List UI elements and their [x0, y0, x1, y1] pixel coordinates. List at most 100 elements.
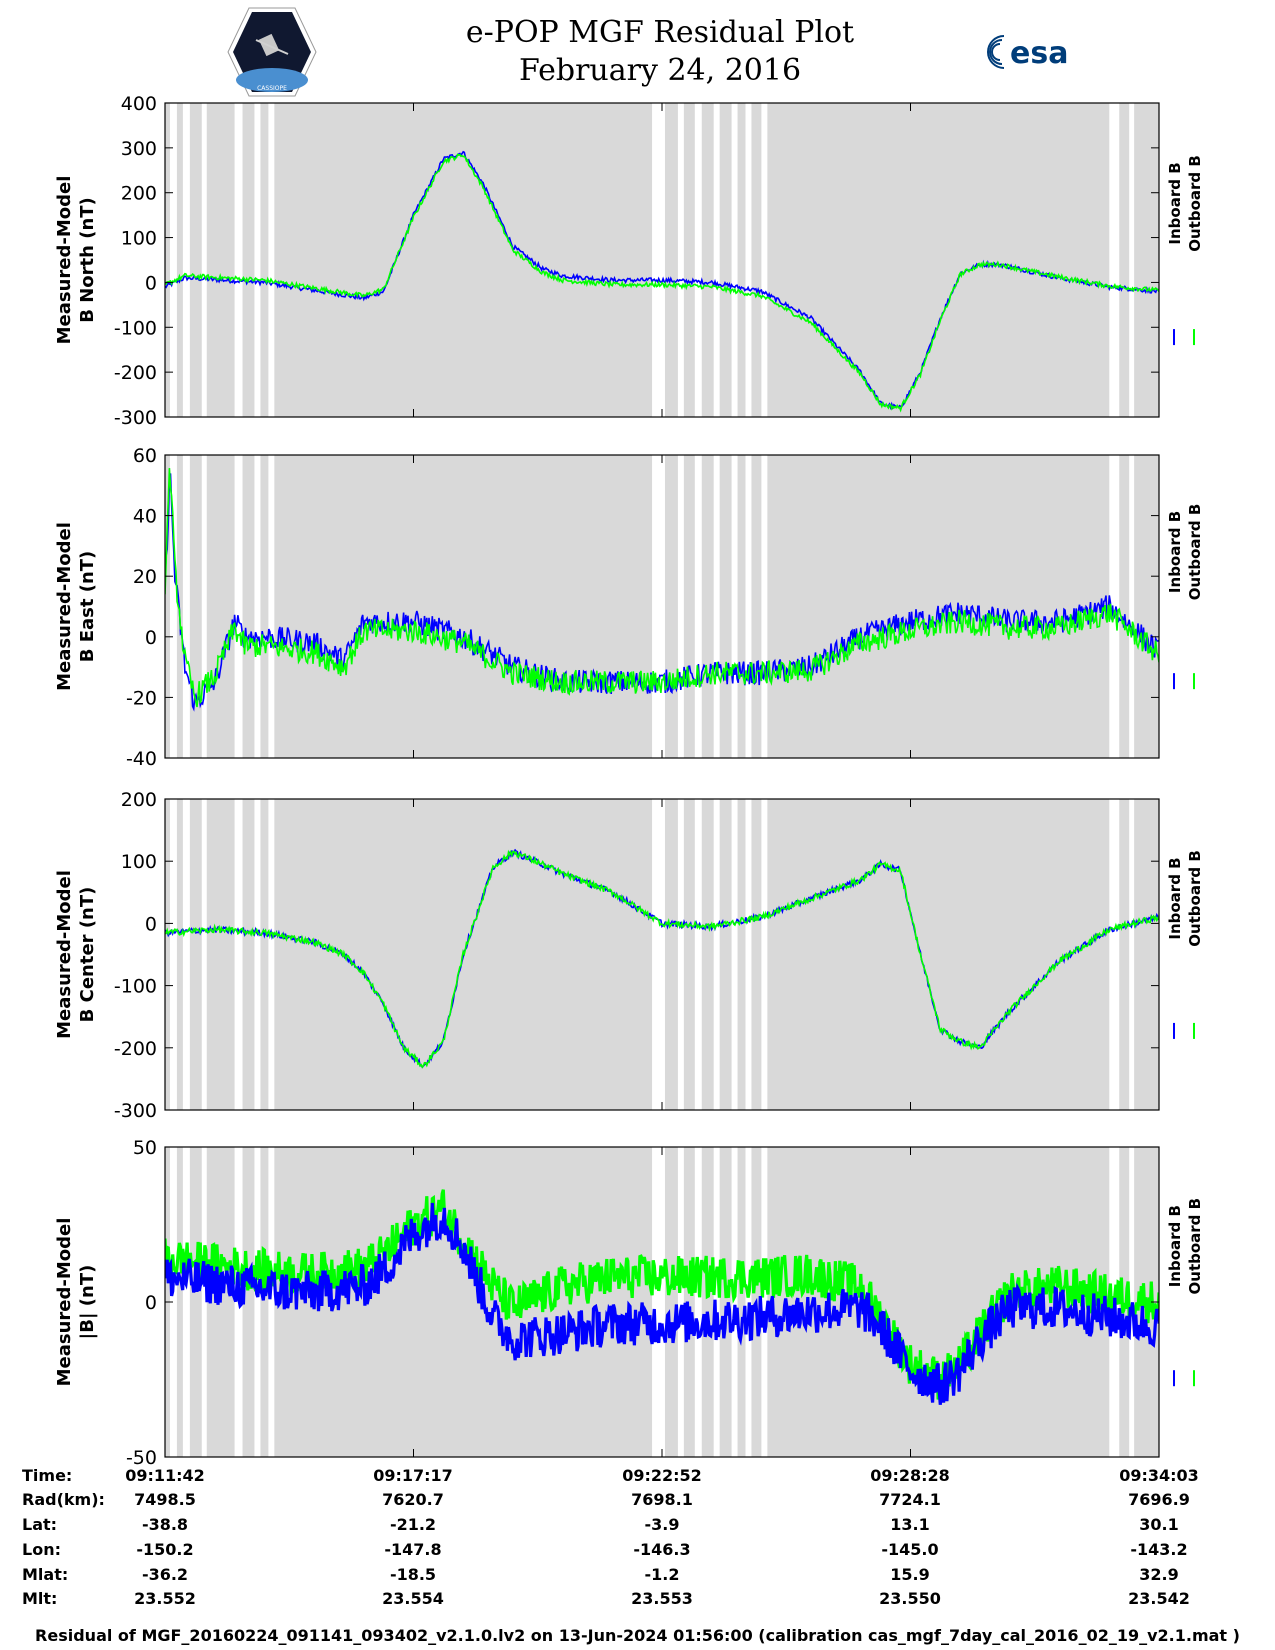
title-line-1: e-POP MGF Residual Plot — [465, 15, 855, 50]
y-tick-label: 0 — [145, 627, 157, 649]
legend-label-inboard: Inboard B — [1166, 511, 1184, 593]
info-rad-4: 7724.1 — [879, 1490, 941, 1509]
y-tick-label: -300 — [114, 1100, 157, 1122]
legend-label-inboard: Inboard B — [1166, 162, 1184, 244]
data-gap-stripe — [745, 455, 752, 758]
info-time-1: 09:11:42 — [125, 1466, 205, 1485]
info-label-rad: Rad(km): — [22, 1490, 105, 1509]
legend: Inboard B Outboard B — [1166, 504, 1204, 690]
data-gap-stripe — [745, 103, 752, 417]
data-gap-stripe — [182, 455, 190, 758]
y-tick-label: -100 — [114, 976, 157, 998]
y-axis-label-line2: |B| (nT) — [77, 1265, 98, 1340]
y-tick-label: -20 — [126, 687, 157, 709]
data-gap-stripe — [1129, 799, 1135, 1110]
info-label-mlt: Mlt: — [22, 1589, 58, 1608]
panel-2: 60 40 20 0 -20 -40 Measured-Model B East (nT) In… — [54, 445, 1204, 770]
data-gap-stripe — [731, 1147, 738, 1457]
y-tick-label: 0 — [145, 913, 157, 935]
info-lat-3: -3.9 — [644, 1515, 680, 1534]
y-tick-label: 200 — [121, 789, 157, 811]
legend-label-outboard: Outboard B — [1186, 850, 1204, 947]
data-gap-stripe — [652, 799, 665, 1110]
data-gap-stripe — [201, 799, 207, 1110]
info-row-mlt: Mlt: 23.552 23.554 23.553 23.550 23.542 — [0, 1589, 1275, 1613]
data-gap-stripe — [268, 1147, 275, 1457]
data-gap-stripe — [713, 103, 720, 417]
data-gap-stripe — [169, 455, 177, 758]
data-gap-stripe — [268, 799, 275, 1110]
data-gap-stripe — [1109, 103, 1120, 417]
data-gap-stripe — [182, 799, 190, 1110]
info-label-lon: Lon: — [22, 1540, 61, 1559]
y-tick-label: 0 — [145, 1292, 157, 1314]
info-row-rad: Rad(km): 7498.5 7620.7 7698.1 7724.1 769… — [0, 1490, 1275, 1514]
data-gap-stripe — [694, 103, 702, 417]
y-tick-label: 200 — [121, 183, 157, 205]
series-line-outboard — [165, 153, 1159, 413]
y-tick-label: 300 — [121, 138, 157, 160]
esa-logo-text: esa — [1010, 36, 1068, 71]
info-mlat-5: 32.9 — [1139, 1565, 1179, 1584]
data-gap-stripe — [731, 455, 738, 758]
data-gap-stripe — [677, 455, 684, 758]
info-mlt-2: 23.554 — [382, 1589, 444, 1608]
info-rad-5: 7696.9 — [1128, 1490, 1190, 1509]
info-lon-4: -145.0 — [881, 1540, 939, 1559]
y-axis-label-line1: Measured-Model — [54, 522, 75, 691]
cassiope-logo-text: CASSIOPE — [257, 85, 287, 92]
info-row-lat: Lat: -38.8 -21.2 -3.9 13.1 30.1 — [0, 1515, 1275, 1539]
y-tick-label: -200 — [114, 1038, 157, 1060]
chart-title: e-POP MGF Residual Plot February 24, 201… — [380, 14, 940, 90]
data-gap-stripe — [254, 1147, 261, 1457]
data-gap-stripe — [201, 103, 207, 417]
y-tick-label: -300 — [114, 407, 157, 429]
data-gap-stripe — [1109, 799, 1120, 1110]
series-line-inboard — [165, 1202, 1159, 1405]
data-gap-stripe — [1129, 1147, 1135, 1457]
data-gap-stripe — [169, 103, 177, 417]
data-gap-stripe — [652, 455, 665, 758]
series-line-outboard — [165, 468, 1159, 708]
esa-logo: esa — [987, 35, 1068, 71]
info-mlat-2: -18.5 — [389, 1565, 437, 1584]
y-tick-label: 100 — [121, 228, 157, 250]
title-line-2: February 24, 2016 — [518, 53, 802, 88]
y-axis-label-line1: Measured-Model — [54, 1218, 75, 1387]
data-gap-stripe — [254, 799, 261, 1110]
panel-4: 50 0 -50 Measured-Model |B| (nT) Inboard B Out… — [54, 1137, 1204, 1466]
info-time-4: 09:28:28 — [870, 1466, 950, 1485]
info-time-3: 09:22:52 — [622, 1466, 702, 1485]
data-gap-stripe — [677, 799, 684, 1110]
data-gap-stripe — [761, 1147, 768, 1457]
data-gap-stripe — [234, 103, 243, 417]
data-gap-stripe — [254, 455, 261, 758]
info-label-mlat: Mlat: — [22, 1565, 69, 1584]
data-gap-stripe — [254, 103, 261, 417]
legend: Inboard B Outboard B — [1166, 850, 1204, 1039]
data-gap-stripe — [268, 455, 275, 758]
data-gap-stripe — [169, 799, 177, 1110]
y-tick-label: -50 — [126, 1447, 157, 1466]
y-tick-label: -40 — [126, 748, 157, 770]
y-tick-label: 100 — [121, 851, 157, 873]
series-line-outboard — [165, 849, 1159, 1069]
data-gap-stripe — [234, 799, 243, 1110]
info-row-lon: Lon: -150.2 -147.8 -146.3 -145.0 -143.2 — [0, 1540, 1275, 1564]
data-gap-stripe — [169, 1147, 177, 1457]
info-time-2: 09:17:17 — [373, 1466, 453, 1485]
info-lat-1: -38.8 — [141, 1515, 189, 1534]
data-gap-stripe — [694, 1147, 702, 1457]
info-lon-1: -150.2 — [136, 1540, 194, 1559]
data-gap-stripe — [268, 103, 275, 417]
info-mlat-3: -1.2 — [644, 1565, 680, 1584]
info-rad-2: 7620.7 — [382, 1490, 444, 1509]
y-tick-label: 40 — [133, 506, 157, 528]
info-lat-2: -21.2 — [389, 1515, 437, 1534]
panel-1: 400 300 200 100 0 -100 -200 -300 Measured-Model B… — [54, 93, 1204, 429]
info-mlt-5: 23.542 — [1128, 1589, 1190, 1608]
info-row-mlat: Mlat: -36.2 -18.5 -1.2 15.9 32.9 — [0, 1565, 1275, 1589]
y-tick-label: -100 — [114, 317, 157, 339]
y-tick-label: 50 — [133, 1137, 157, 1159]
